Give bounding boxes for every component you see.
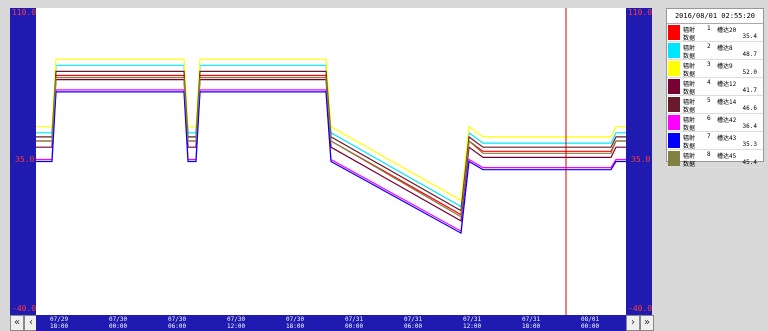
legend-panel: 2016/08/01 02:55:20 辐射 数据 1 槽达20 35.4 辐射 数据 2 槽达… bbox=[666, 8, 764, 168]
legend-tag: 槽达20 bbox=[717, 27, 737, 34]
legend-tag: 槽达12 bbox=[717, 81, 737, 88]
legend-number: 2 bbox=[707, 43, 711, 50]
y-bottom-label-right: -40.0 bbox=[628, 304, 653, 313]
legend-number: 4 bbox=[707, 79, 711, 86]
cursor-timestamp: 2016/08/01 02:55:20 bbox=[667, 9, 763, 24]
x-tick-label: 07/31 18:00 bbox=[522, 316, 541, 330]
legend-label2: 数据 bbox=[683, 125, 696, 132]
legend-item: 辐射 数据 5 槽达14 46.6 bbox=[667, 96, 763, 114]
legend-number: 8 bbox=[707, 151, 711, 158]
y-axis-left-panel: 110.0 35.0 -40.0 bbox=[10, 8, 36, 315]
legend-label1: 辐射 bbox=[683, 63, 696, 70]
series-line bbox=[36, 91, 626, 235]
legend-tag: 槽达14 bbox=[717, 99, 737, 106]
x-tick-label: 07/30 00:00 bbox=[109, 316, 128, 330]
legend-label1: 辐射 bbox=[683, 99, 696, 106]
legend-label1: 辐射 bbox=[683, 45, 696, 52]
legend-number: 5 bbox=[707, 97, 711, 104]
last-page-button[interactable]: » bbox=[640, 315, 654, 331]
trend-chart[interactable] bbox=[36, 8, 626, 315]
legend-label2: 数据 bbox=[683, 161, 696, 168]
legend-value: 36.4 bbox=[742, 123, 757, 130]
legend-item: 辐射 数据 6 槽达42 36.4 bbox=[667, 114, 763, 132]
legend-value: 35.4 bbox=[742, 33, 757, 40]
x-tick-label: 08/01 00:00 bbox=[581, 316, 600, 330]
y-mid-label-left: 35.0 bbox=[15, 155, 35, 164]
legend-label1: 辐射 bbox=[683, 153, 696, 160]
legend-label1: 辐射 bbox=[683, 81, 696, 88]
x-tick-label: 07/30 18:00 bbox=[286, 316, 305, 330]
legend-swatch bbox=[668, 61, 680, 76]
legend-value: 45.4 bbox=[742, 159, 757, 166]
legend-label2: 数据 bbox=[683, 53, 696, 60]
x-tick-label: 07/30 06:00 bbox=[168, 316, 187, 330]
legend-swatch bbox=[668, 43, 680, 58]
legend-swatch bbox=[668, 133, 680, 148]
legend-label2: 数据 bbox=[683, 143, 696, 150]
y-top-label-left: 110.0 bbox=[12, 8, 37, 17]
legend-item: 辐射 数据 2 槽达8 48.7 bbox=[667, 42, 763, 60]
x-tick-label: 07/31 00:00 bbox=[345, 316, 364, 330]
legend-tag: 槽达42 bbox=[717, 117, 737, 124]
x-tick-label: 07/29 18:00 bbox=[50, 316, 69, 330]
legend-swatch bbox=[668, 97, 680, 112]
legend-tag: 槽达8 bbox=[717, 45, 733, 52]
legend-label1: 辐射 bbox=[683, 27, 696, 34]
legend-value: 46.6 bbox=[742, 105, 757, 112]
legend-tag: 槽达9 bbox=[717, 63, 733, 70]
legend-item: 辐射 数据 8 槽达45 45.4 bbox=[667, 150, 763, 168]
legend-swatch bbox=[668, 151, 680, 166]
trend-chart-svg bbox=[36, 8, 626, 315]
legend-label1: 辐射 bbox=[683, 135, 696, 142]
legend-label2: 数据 bbox=[683, 89, 696, 96]
series-line bbox=[36, 76, 626, 218]
legend-item: 辐射 数据 7 槽达43 35.3 bbox=[667, 132, 763, 150]
legend-tag: 槽达45 bbox=[717, 153, 737, 160]
legend-value: 35.3 bbox=[742, 141, 757, 148]
y-top-label-right: 110.0 bbox=[628, 8, 653, 17]
legend-tag: 槽达43 bbox=[717, 135, 737, 142]
legend-swatch bbox=[668, 115, 680, 130]
legend-number: 1 bbox=[707, 25, 711, 32]
series-line bbox=[36, 89, 626, 233]
legend-label1: 辐射 bbox=[683, 117, 696, 124]
legend-number: 3 bbox=[707, 61, 711, 68]
series-line bbox=[36, 70, 626, 212]
legend-number: 7 bbox=[707, 133, 711, 140]
series-line bbox=[36, 58, 626, 202]
legend-number: 6 bbox=[707, 115, 711, 122]
legend-label2: 数据 bbox=[683, 35, 696, 42]
legend-item: 辐射 数据 3 槽达9 52.0 bbox=[667, 60, 763, 78]
legend-value: 41.7 bbox=[742, 87, 757, 94]
y-bottom-label-left: -40.0 bbox=[12, 304, 37, 313]
legend-item: 辐射 数据 1 槽达20 35.4 bbox=[667, 24, 763, 42]
legend-item: 辐射 数据 4 槽达12 41.7 bbox=[667, 78, 763, 96]
y-axis-right-panel: 110.0 35.0 -40.0 bbox=[626, 8, 652, 315]
legend-value: 52.0 bbox=[742, 69, 757, 76]
legend-swatch bbox=[668, 25, 680, 40]
legend-swatch bbox=[668, 79, 680, 94]
legend-label2: 数据 bbox=[683, 71, 696, 78]
x-tick-label: 07/30 12:00 bbox=[227, 316, 246, 330]
first-page-button[interactable]: « bbox=[10, 315, 24, 331]
next-page-button[interactable]: › bbox=[626, 315, 640, 331]
x-tick-label: 07/31 06:00 bbox=[404, 316, 423, 330]
series-line bbox=[36, 78, 626, 222]
legend-value: 48.7 bbox=[742, 51, 757, 58]
legend-label2: 数据 bbox=[683, 107, 696, 114]
x-tick-label: 07/31 12:00 bbox=[463, 316, 482, 330]
y-mid-label-right: 35.0 bbox=[631, 155, 651, 164]
x-axis: 07/29 18:00 07/30 00:00 07/30 06:00 07/30 12:00… bbox=[36, 315, 626, 331]
